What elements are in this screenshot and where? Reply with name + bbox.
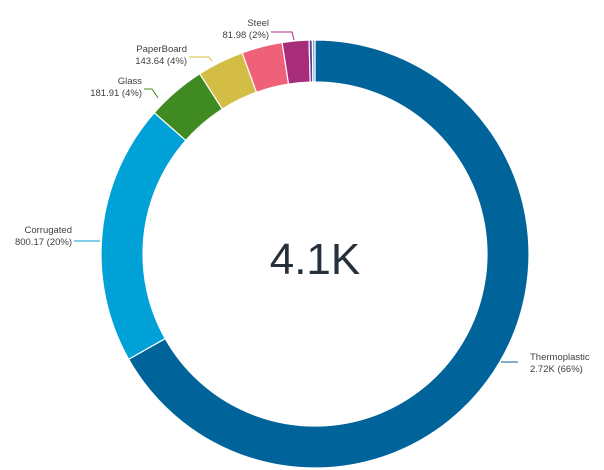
- slice-label-steel: Steel 81.98 (2%): [223, 18, 269, 41]
- slice-other-7[interactable]: [311, 39, 316, 83]
- slice-label-value: 81.98 (2%): [223, 30, 269, 41]
- slice-label-name: Glass: [118, 76, 143, 87]
- slice-corrugated[interactable]: [100, 111, 187, 361]
- leader-line-steel: [271, 31, 295, 41]
- slice-thermoplastic[interactable]: [127, 39, 530, 469]
- center-total-label: 4.1K: [270, 235, 361, 284]
- slice-label-name: Thermoplastic: [530, 352, 590, 363]
- slice-label-value: 2.72K (66%): [530, 364, 583, 375]
- donut-slices: [100, 39, 530, 469]
- slice-label-value: 143.64 (4%): [135, 56, 187, 67]
- leader-line-glass: [144, 88, 159, 99]
- slice-label-thermoplastic: Thermoplastic 2.72K (66%): [530, 352, 590, 375]
- slice-label-name: Steel: [247, 18, 269, 29]
- slice-label-value: 181.91 (4%): [90, 88, 142, 99]
- slice-label-glass: Glass 181.91 (4%): [90, 76, 142, 99]
- slice-label-corrugated: Corrugated 800.17 (20%): [15, 225, 72, 248]
- leader-line-paperboard: [189, 56, 213, 62]
- slice-labels: Thermoplastic 2.72K (66%) Corrugated 800.17…: [15, 18, 590, 375]
- slice-label-value: 800.17 (20%): [15, 237, 72, 248]
- slice-label-paperboard: PaperBoard 143.64 (4%): [135, 44, 187, 67]
- slice-label-name: PaperBoard: [136, 44, 187, 55]
- leader-lines: [74, 31, 518, 363]
- slice-label-name: Corrugated: [24, 225, 72, 236]
